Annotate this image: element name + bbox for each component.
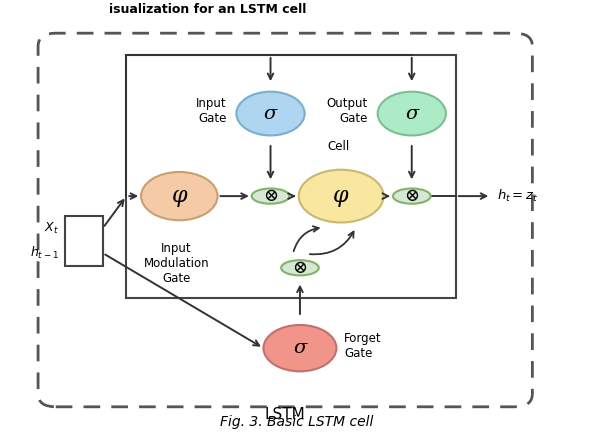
Text: LSTM: LSTM <box>265 407 305 422</box>
Text: $h_t = z_t$: $h_t = z_t$ <box>497 188 539 204</box>
Text: ⊗: ⊗ <box>263 187 278 205</box>
Text: Fig. 3. Basic LSTM cell: Fig. 3. Basic LSTM cell <box>220 414 374 429</box>
Bar <box>127 55 456 298</box>
Ellipse shape <box>299 170 384 223</box>
Ellipse shape <box>141 172 217 220</box>
Text: $h_{t-1}$: $h_{t-1}$ <box>30 245 59 261</box>
Text: σ: σ <box>293 339 307 357</box>
Ellipse shape <box>252 188 289 204</box>
Text: ⊗: ⊗ <box>404 187 419 205</box>
Text: σ: σ <box>405 105 418 123</box>
Text: φ: φ <box>172 185 187 207</box>
Ellipse shape <box>393 188 431 204</box>
Text: ⊗: ⊗ <box>292 259 308 277</box>
Text: Output
Gate: Output Gate <box>326 97 368 125</box>
Text: Input
Gate: Input Gate <box>196 97 226 125</box>
Text: φ: φ <box>333 185 349 207</box>
Text: Forget
Gate: Forget Gate <box>344 332 382 360</box>
Ellipse shape <box>236 92 305 136</box>
Text: Input
Modulation
Gate: Input Modulation Gate <box>144 242 209 285</box>
Text: $X_t$: $X_t$ <box>44 220 59 236</box>
Ellipse shape <box>378 92 446 136</box>
Ellipse shape <box>264 325 336 371</box>
Ellipse shape <box>281 260 319 275</box>
Text: Cell: Cell <box>327 139 349 153</box>
Text: isualization for an LSTM cell: isualization for an LSTM cell <box>109 3 306 16</box>
Text: σ: σ <box>264 105 277 123</box>
Bar <box>65 216 103 266</box>
